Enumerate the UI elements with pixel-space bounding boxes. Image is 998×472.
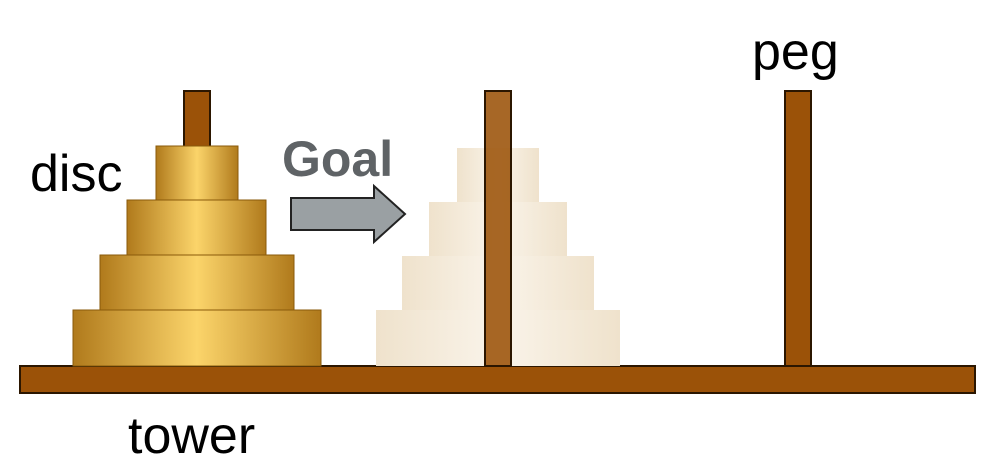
disc-label: disc xyxy=(30,145,123,203)
tower-base xyxy=(19,365,976,394)
peg-2 xyxy=(484,90,512,367)
disc-2 xyxy=(126,199,267,256)
disc-3 xyxy=(99,254,295,311)
tower-label: tower xyxy=(128,407,256,465)
peg-3 xyxy=(784,90,812,367)
goal-arrow-icon xyxy=(290,183,407,245)
source-discs xyxy=(72,145,322,367)
goal-label: Goal xyxy=(282,131,394,187)
disc-4 xyxy=(72,309,322,367)
peg-label: peg xyxy=(752,23,839,81)
disc-1 xyxy=(155,145,239,201)
peg-1 xyxy=(183,90,211,152)
